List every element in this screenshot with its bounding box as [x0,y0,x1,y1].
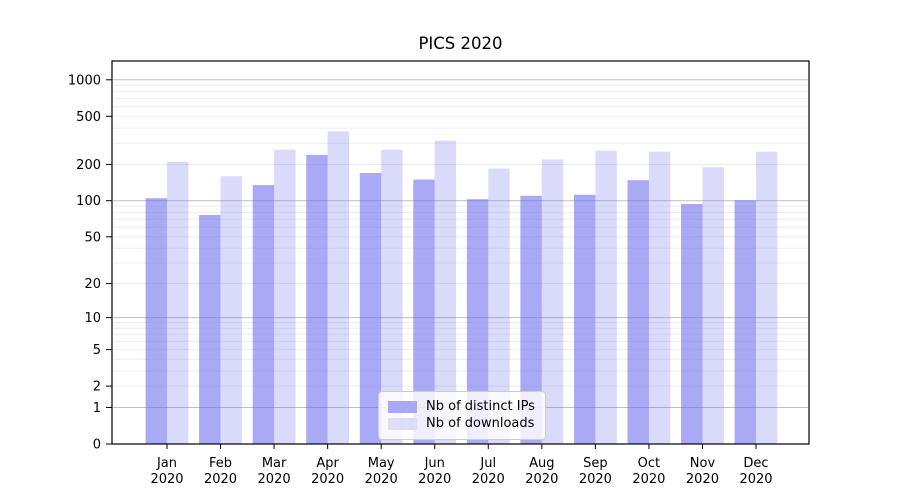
bar-downloads-feb [220,176,242,444]
x-tick-label-nov: Nov 2020 [686,456,719,487]
bar-distinct-ips-nov [681,204,703,444]
bar-distinct-ips-jul [466,199,489,444]
x-tick-label-feb: Feb 2020 [204,456,237,487]
legend-label-downloads: Nb of downloads [426,416,535,431]
x-tick-label-jan: Jan 2020 [150,456,183,487]
y-tick-label-100: 100 [76,194,101,209]
y-tick-label-0: 0 [93,438,101,453]
bar-downloads-nov [702,167,724,444]
x-tick-label-apr: Apr 2020 [311,456,344,487]
bar-downloads-oct [648,151,671,444]
legend-swatch-downloads [388,417,417,430]
bar-distinct-ips-sep [574,194,596,444]
x-tick-label-aug: Aug 2020 [525,456,558,487]
bar-downloads-may [381,149,403,444]
bar-distinct-ips-apr [306,154,328,444]
chart-title: PICS 2020 [418,34,503,53]
bar-downloads-apr [327,131,349,444]
bar-downloads-sep [595,150,617,444]
bar-downloads-mar [274,149,296,444]
bar-distinct-ips-aug [520,195,542,444]
y-tick-label-200: 200 [76,158,101,173]
bar-downloads-dec [756,151,778,444]
bar-distinct-ips-mar [252,185,275,444]
bar-downloads-jun [434,140,457,444]
bar-distinct-ips-dec [734,200,756,444]
x-tick-label-mar: Mar 2020 [258,456,291,487]
y-tick-label-10: 10 [84,311,101,326]
y-tick-label-1000: 1000 [68,73,101,88]
x-tick-label-oct: Oct 2020 [632,456,665,487]
chart-legend: Nb of distinct IPs Nb of downloads [378,391,546,440]
legend-label-distinct-ips: Nb of distinct IPs [426,399,535,414]
x-tick-label-jun: Jun 2020 [418,456,451,487]
bar-distinct-ips-may [359,173,382,444]
x-tick-label-jul: Jul 2020 [472,456,505,487]
x-tick-label-may: May 2020 [365,456,398,487]
x-tick-label-sep: Sep 2020 [579,456,612,487]
bar-distinct-ips-oct [627,180,649,444]
bar-downloads-jul [488,168,510,444]
bar-downloads-aug [541,159,564,444]
y-tick-label-2: 2 [93,380,101,395]
legend-item-distinct-ips: Nb of distinct IPs [388,399,535,414]
bar-distinct-ips-feb [199,215,221,444]
y-tick-label-500: 500 [76,110,101,125]
legend-swatch-distinct-ips [388,400,417,413]
bar-distinct-ips-jan [145,198,167,444]
y-tick-label-1: 1 [93,401,101,416]
plot-frame [111,60,810,445]
x-tick-label-dec: Dec 2020 [739,456,772,487]
y-tick-label-5: 5 [93,343,101,358]
y-tick-label-20: 20 [84,277,101,292]
legend-item-downloads: Nb of downloads [388,416,535,431]
y-tick-label-50: 50 [84,230,101,245]
bar-downloads-jan [167,161,189,444]
bar-distinct-ips-jun [413,179,435,444]
